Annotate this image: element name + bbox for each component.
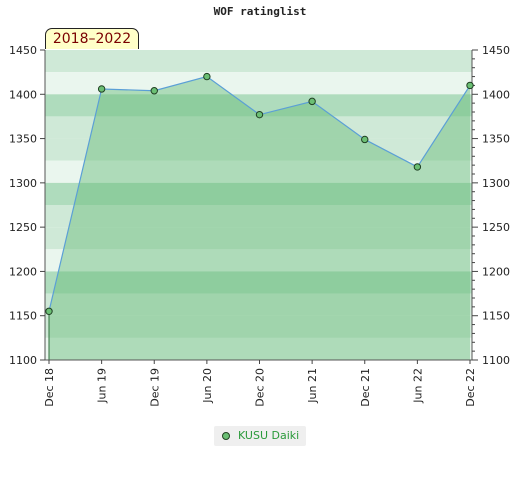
data-point <box>203 72 211 81</box>
y-tick-label-left: 1450 <box>9 44 37 57</box>
grid-band <box>45 205 472 228</box>
y-tick-label-right: 1200 <box>482 265 510 278</box>
y-tick-label-right: 1450 <box>482 44 510 57</box>
data-point <box>308 97 316 106</box>
grid-band <box>45 116 472 139</box>
x-tick-label: Dec 21 <box>359 368 372 407</box>
background-bands <box>45 50 472 360</box>
data-point <box>150 87 158 95</box>
grid-band <box>45 94 472 117</box>
data-marks <box>45 72 474 315</box>
legend-marker-icon <box>222 432 230 440</box>
axes <box>40 49 478 364</box>
grid-band <box>45 227 472 250</box>
grid-band <box>45 337 472 360</box>
y-tick-label-left: 1350 <box>9 133 37 146</box>
grid-band <box>45 138 472 161</box>
x-tick-label: Dec 22 <box>464 368 477 407</box>
legend[interactable]: KUSU Daiki <box>214 426 306 446</box>
grid-band <box>45 249 472 272</box>
grid-band <box>45 315 472 338</box>
chart-title: WOF ratinglist <box>213 5 307 18</box>
x-tick-label: Dec 18 <box>43 368 56 407</box>
x-tick-label: Jun 22 <box>411 368 424 404</box>
range-badge: 2018–2022 <box>45 28 139 49</box>
y-tick-label-right: 1100 <box>482 354 510 367</box>
y-tick-label-right: 1250 <box>482 221 510 234</box>
series-area <box>49 76 470 361</box>
y-tick-label-right: 1300 <box>482 177 510 190</box>
data-point <box>361 135 369 144</box>
grid-band <box>45 293 472 316</box>
x-tick-label: Jun 21 <box>306 368 319 404</box>
grid-band <box>45 160 472 183</box>
grid-band <box>45 50 472 73</box>
y-tick-label-right: 1350 <box>482 133 510 146</box>
y-tick-label-right: 1400 <box>482 88 510 101</box>
y-tick-label-left: 1150 <box>9 310 37 323</box>
grid-band <box>45 182 472 205</box>
y-tick-label-left: 1300 <box>9 177 37 190</box>
x-tick-label: Dec 20 <box>254 368 267 407</box>
tick-labels: 1100 1100 1150 1150 1200 1200 1250 1250 1300 1300… <box>9 44 510 407</box>
y-tick-label-right: 1150 <box>482 310 510 323</box>
data-point <box>413 163 422 171</box>
grid-band <box>45 271 472 294</box>
x-tick-label: Dec 19 <box>148 368 161 407</box>
legend-label: KUSU Daiki <box>238 429 300 442</box>
data-point <box>466 81 474 90</box>
x-tick-label: Jun 20 <box>201 368 214 404</box>
y-tick-label-left: 1100 <box>9 354 37 367</box>
y-tick-label-left: 1250 <box>9 221 37 234</box>
y-tick-label-left: 1400 <box>9 88 37 101</box>
y-tick-label-left: 1200 <box>9 265 37 278</box>
data-point <box>255 110 264 119</box>
data-point <box>97 85 106 93</box>
data-point <box>45 307 53 315</box>
x-tick-label: Jun 19 <box>96 368 109 404</box>
